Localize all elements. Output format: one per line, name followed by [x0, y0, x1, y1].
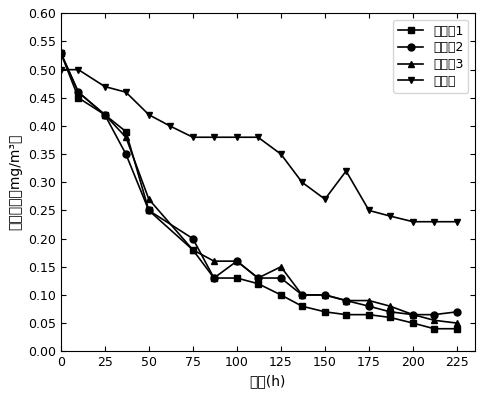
实施例2 [299, 293, 305, 297]
Line: 实施例1: 实施例1 [57, 49, 460, 332]
实施例1 [102, 112, 108, 117]
实施例1 [211, 276, 217, 280]
实施例1 [255, 281, 261, 286]
对照例 [234, 135, 240, 140]
对照例 [454, 219, 460, 224]
实施例3 [454, 321, 460, 326]
实施例3 [343, 298, 349, 303]
对照例 [431, 219, 437, 224]
对照例 [123, 90, 129, 94]
对照例 [146, 112, 152, 117]
实施例3 [102, 112, 108, 117]
实施例3 [255, 276, 261, 280]
实施例1 [387, 315, 393, 320]
对照例 [75, 67, 81, 72]
实施例1 [123, 129, 129, 134]
实施例3 [322, 293, 328, 297]
实施例2 [123, 152, 129, 156]
实施例2 [234, 259, 240, 264]
Legend: 实施例1, 实施例2, 实施例3, 对照例: 实施例1, 实施例2, 实施例3, 对照例 [393, 19, 469, 93]
Line: 对照例: 对照例 [57, 66, 460, 225]
实施例3 [234, 259, 240, 264]
实施例2 [410, 312, 416, 317]
实施例3 [75, 90, 81, 94]
对照例 [343, 169, 349, 173]
实施例2 [343, 298, 349, 303]
对照例 [278, 152, 284, 156]
实施例1 [431, 326, 437, 331]
实施例2 [190, 236, 196, 241]
Line: 实施例3: 实施例3 [57, 49, 460, 327]
对照例 [211, 135, 217, 140]
实施例2 [58, 50, 64, 55]
实施例3 [211, 259, 217, 264]
实施例3 [146, 197, 152, 202]
实施例2 [255, 276, 261, 280]
对照例 [102, 84, 108, 89]
实施例2 [102, 112, 108, 117]
实施例3 [58, 50, 64, 55]
实施例1 [234, 276, 240, 280]
实施例2 [75, 90, 81, 94]
实施例3 [431, 318, 437, 323]
实施例1 [410, 321, 416, 326]
对照例 [387, 214, 393, 218]
对照例 [322, 197, 328, 202]
实施例1 [454, 326, 460, 331]
对照例 [410, 219, 416, 224]
实施例2 [322, 293, 328, 297]
实施例1 [343, 312, 349, 317]
实施例1 [190, 247, 196, 252]
对照例 [190, 135, 196, 140]
实施例1 [322, 309, 328, 314]
实施例3 [387, 304, 393, 308]
实施例2 [454, 309, 460, 314]
对照例 [299, 180, 305, 185]
实施例1 [75, 95, 81, 100]
实施例3 [410, 312, 416, 317]
对照例 [167, 123, 173, 128]
实施例3 [366, 298, 372, 303]
对照例 [255, 135, 261, 140]
Line: 实施例2: 实施例2 [57, 49, 460, 318]
实施例1 [278, 293, 284, 297]
实施例3 [278, 264, 284, 269]
实施例3 [123, 135, 129, 140]
对照例 [366, 208, 372, 213]
实施例2 [387, 309, 393, 314]
实施例2 [278, 276, 284, 280]
实施例1 [146, 208, 152, 213]
对照例 [58, 67, 64, 72]
实施例2 [146, 208, 152, 213]
实施例3 [190, 247, 196, 252]
X-axis label: 时间(h): 时间(h) [250, 375, 286, 389]
实施例2 [431, 312, 437, 317]
实施例2 [211, 276, 217, 280]
实施例1 [366, 312, 372, 317]
实施例1 [299, 304, 305, 308]
实施例1 [58, 50, 64, 55]
实施例2 [366, 304, 372, 308]
Y-axis label: 甲醒浓度（mg/m³）: 甲醒浓度（mg/m³） [8, 134, 22, 231]
实施例3 [299, 293, 305, 297]
